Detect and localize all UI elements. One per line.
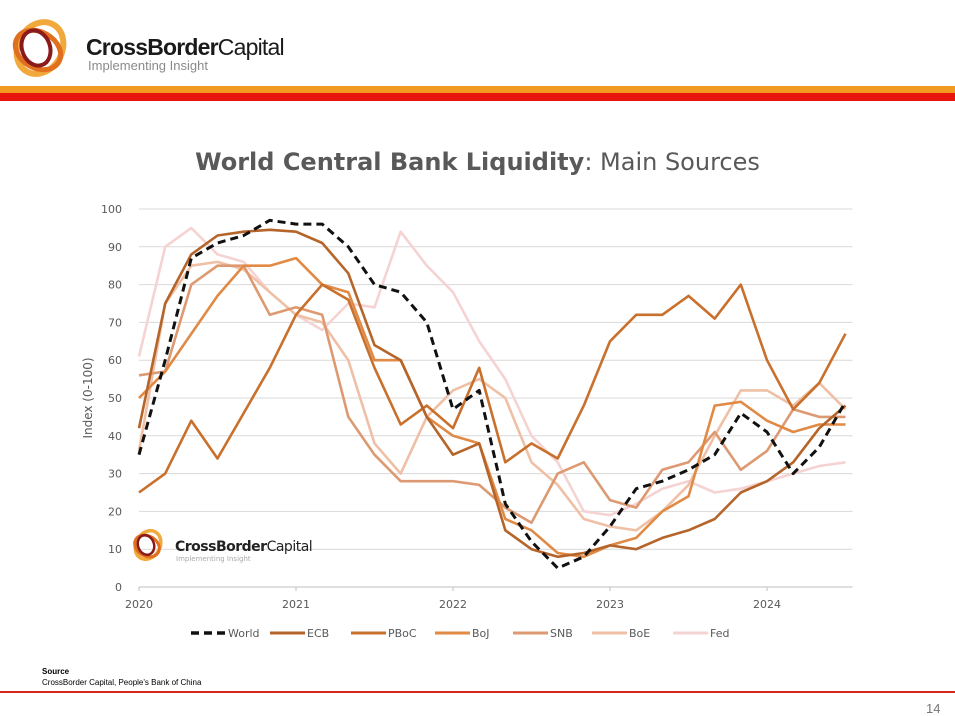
y-tick-label: 90 <box>108 241 122 254</box>
page-number: 14 <box>926 701 941 716</box>
watermark-logo: CrossBorderCapital Implementing Insight <box>133 528 313 563</box>
legend-label-pboc: PBoC <box>388 627 417 640</box>
legend-label-fed: Fed <box>710 627 729 640</box>
series-fed-line <box>137 226 846 517</box>
y-tick-label: 0 <box>115 581 122 594</box>
series-boe-line <box>137 260 847 532</box>
legend-label-snb: SNB <box>550 627 573 640</box>
x-tick-label: 2023 <box>596 598 624 611</box>
source-text: CrossBorder Capital, People's Bank of Ch… <box>42 678 202 687</box>
x-tick-labels: 2020 2021 2022 2023 2024 <box>125 598 781 611</box>
x-tick-label: 2021 <box>282 598 310 611</box>
y-tick-label: 60 <box>108 354 122 367</box>
y-tick-label: 30 <box>108 468 122 481</box>
source-label: Source <box>42 667 70 676</box>
footer-divider <box>0 691 955 693</box>
svg-text:CrossBorderCapital: CrossBorderCapital <box>175 539 312 555</box>
series-ecb-line <box>137 228 847 559</box>
header-band-orange <box>0 86 955 93</box>
x-tick-label: 2022 <box>439 598 467 611</box>
svg-text:Implementing Insight: Implementing Insight <box>176 555 251 563</box>
series-world-line <box>137 218 847 570</box>
chart-title: World Central Bank Liquidity: Main Sourc… <box>195 148 760 176</box>
legend-label-ecb: ECB <box>307 627 329 640</box>
x-tick-label: 2024 <box>753 598 781 611</box>
series-lines <box>137 218 847 570</box>
y-tick-label: 70 <box>108 316 122 329</box>
header-band-red <box>0 93 955 101</box>
series-boj-line <box>138 256 846 559</box>
brand-tagline: Implementing Insight <box>88 58 208 73</box>
y-tick-label: 50 <box>108 392 122 405</box>
y-tick-label: 20 <box>108 505 122 518</box>
brand-name: CrossBorderCapital <box>86 34 285 60</box>
y-axis-label: Index (0-100) <box>81 357 95 438</box>
y-tick-label: 100 <box>101 203 122 216</box>
gridlines <box>138 208 853 591</box>
legend: World ECB PBoC BoJ SNB BoE Fed <box>191 627 729 640</box>
legend-label-world: World <box>228 627 260 640</box>
crossborder-logo <box>12 19 67 77</box>
y-tick-label: 80 <box>108 279 122 292</box>
series-pboc-line <box>138 283 847 494</box>
x-tick-label: 2020 <box>125 598 153 611</box>
y-tick-labels: 0 10 20 30 40 50 60 70 80 90 100 <box>101 203 122 594</box>
legend-label-boj: BoJ <box>472 627 490 640</box>
legend-label-boe: BoE <box>629 627 650 640</box>
series-snb-line <box>138 264 846 525</box>
y-tick-label: 10 <box>108 543 122 556</box>
y-tick-label: 40 <box>108 430 122 443</box>
